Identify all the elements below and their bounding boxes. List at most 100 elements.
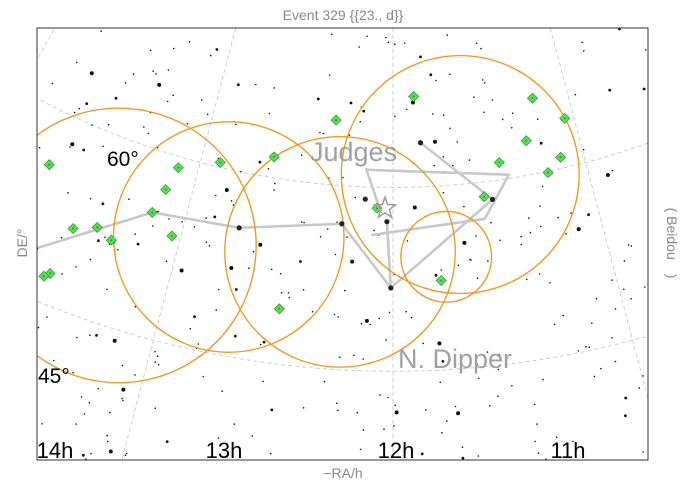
background-star [595, 297, 598, 300]
background-star [132, 73, 135, 75]
background-star [41, 423, 43, 425]
background-star [106, 440, 109, 443]
background-star [172, 47, 175, 50]
background-star [97, 239, 100, 243]
background-star [446, 34, 449, 36]
background-star [280, 292, 283, 294]
background-star [475, 235, 477, 237]
background-star [273, 87, 276, 89]
background-star [526, 278, 528, 281]
background-star [302, 407, 305, 409]
background-star [434, 273, 438, 277]
background-star [236, 83, 240, 87]
background-star [638, 387, 641, 389]
background-star [588, 346, 591, 349]
background-star [255, 83, 257, 86]
background-star [76, 336, 78, 339]
constellation-star [339, 221, 345, 227]
background-star [316, 97, 320, 101]
satellite-circle [400, 210, 493, 303]
background-star [497, 395, 499, 398]
background-star [233, 423, 235, 425]
background-star [487, 260, 489, 263]
background-star [611, 336, 613, 339]
constellation-star [362, 196, 368, 202]
background-star [232, 204, 235, 206]
background-star [536, 118, 539, 121]
background-star [233, 334, 237, 338]
background-star [85, 102, 89, 105]
background-star [405, 108, 408, 111]
background-star [172, 94, 174, 97]
x-tick-11h: 11h [550, 438, 585, 463]
background-star [425, 409, 427, 411]
background-star [90, 452, 92, 455]
satellite-center [273, 155, 276, 158]
background-star [322, 132, 325, 135]
background-star [538, 273, 541, 275]
background-star [81, 453, 85, 457]
background-star [197, 343, 200, 345]
background-star [574, 93, 577, 96]
background-star [323, 380, 326, 383]
background-star [121, 397, 123, 400]
background-star [134, 374, 136, 376]
background-star [456, 411, 461, 416]
constellation-star [388, 285, 394, 291]
background-star [108, 449, 113, 454]
background-star [419, 55, 422, 59]
background-star [287, 292, 290, 294]
event-star-marker [372, 194, 398, 219]
background-star [299, 260, 302, 263]
background-star [106, 288, 108, 291]
background-star [614, 308, 617, 310]
background-star [624, 396, 628, 400]
background-star [511, 127, 513, 129]
satellite-center [559, 156, 562, 159]
background-star [605, 173, 610, 177]
background-star [557, 216, 559, 219]
background-star [102, 145, 104, 148]
background-star [405, 310, 407, 313]
background-star [475, 42, 478, 45]
background-star [642, 375, 644, 377]
satellite-center [72, 227, 75, 230]
background-star [240, 170, 242, 173]
constellation-line [365, 168, 511, 177]
constellation-line [370, 217, 487, 237]
background-star [82, 148, 86, 152]
background-star [373, 229, 375, 232]
background-star [583, 50, 585, 52]
background-star [463, 205, 465, 208]
background-star [497, 354, 501, 357]
background-star [422, 342, 425, 345]
satellite-circle [224, 136, 456, 368]
background-star [457, 264, 460, 267]
background-star [104, 236, 106, 239]
background-star [301, 221, 303, 223]
background-star [328, 74, 331, 76]
background-star [497, 368, 500, 371]
background-star [570, 212, 572, 214]
background-star [252, 250, 255, 253]
background-star [442, 114, 445, 116]
background-star [89, 71, 94, 76]
background-star [89, 258, 92, 261]
background-star [387, 41, 390, 44]
background-star [89, 198, 92, 200]
background-star [429, 73, 433, 77]
background-star [576, 227, 581, 232]
background-star [354, 196, 357, 199]
background-star [37, 326, 40, 329]
background-star [468, 159, 471, 161]
background-star [611, 279, 613, 281]
background-star [205, 217, 207, 219]
background-star [359, 120, 362, 123]
background-star [403, 42, 406, 44]
background-star [168, 218, 170, 220]
background-star [109, 411, 111, 414]
background-star [319, 236, 322, 238]
y-tick-45: 45° [38, 365, 70, 388]
satellite-center [96, 226, 99, 229]
